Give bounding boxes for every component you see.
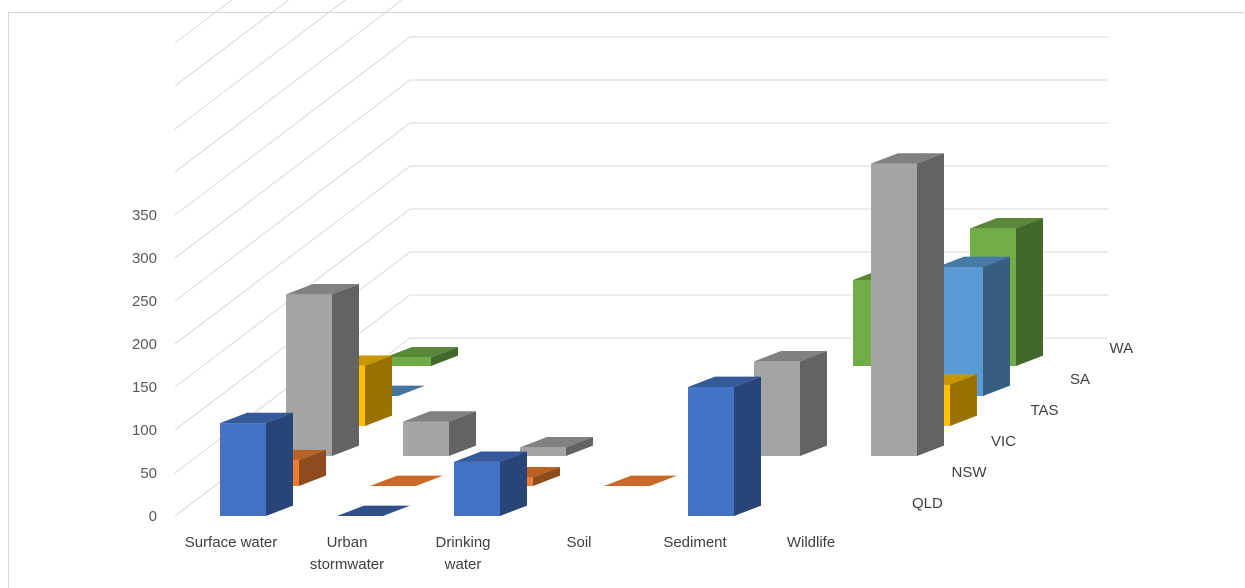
bar-top: [970, 218, 1043, 229]
gridline-side: [174, 0, 403, 173]
bar-front: [220, 423, 266, 516]
bar-qld-0: [220, 412, 293, 516]
bar-side: [266, 412, 293, 516]
series-label-qld: QLD: [912, 495, 943, 512]
y-tick-label: 50: [140, 465, 157, 482]
x-axis-labels: Surface water Urban stormwater Drinking wate…: [185, 534, 835, 573]
bar-front: [688, 387, 734, 516]
bar-qld-1: [337, 505, 410, 516]
series-label-nsw: NSW: [952, 464, 988, 481]
bar-vic-0: [286, 283, 359, 456]
x-tick-label: Drinking: [435, 534, 490, 551]
bar-qld-2: [454, 451, 527, 516]
bar-top: [520, 437, 593, 448]
series-label-sa: SA: [1070, 371, 1090, 388]
gridline-side: [174, 122, 411, 302]
gridlines: 0 50 100 150 200 250 300 350: [132, 0, 1108, 525]
y-tick-label: 350: [132, 207, 157, 224]
y-tick-label: 200: [132, 336, 157, 353]
x-tick-label: Surface water: [185, 534, 278, 551]
gridline-side: [174, 0, 347, 130]
bar-flat: [604, 475, 677, 486]
gridline-side: [174, 36, 411, 216]
bar-front: [871, 163, 917, 456]
bar-side: [950, 374, 977, 426]
bar-flat: [337, 505, 410, 516]
x-tick-label: Sediment: [663, 534, 727, 551]
bar-side: [299, 449, 326, 486]
gridline-side: [174, 0, 233, 44]
bar-top: [688, 376, 761, 387]
bar-side: [449, 411, 476, 456]
bar-side: [800, 351, 827, 456]
y-tick-label: 100: [132, 422, 157, 439]
chart-frame: [8, 12, 1244, 588]
gridline-side: [174, 165, 411, 345]
bar-top: [385, 347, 458, 358]
bar-top: [403, 411, 476, 422]
bar-side: [365, 355, 392, 426]
gridline-side: [174, 79, 411, 259]
bar-top: [754, 351, 827, 362]
bar-side: [332, 283, 359, 456]
bar-nsw-3: [604, 475, 677, 486]
bar-side: [983, 256, 1010, 396]
bar-qld-4: [688, 376, 761, 516]
bar-vic-4: [754, 351, 827, 456]
bar-front: [754, 361, 800, 456]
bar-top: [871, 153, 944, 164]
bar-front: [520, 447, 566, 456]
x-tick-label: Soil: [566, 534, 591, 551]
x-tick-label: Wildlife: [787, 534, 835, 551]
bar-flat: [370, 475, 443, 486]
bar-front: [403, 421, 449, 456]
bar-vic-1: [403, 411, 476, 456]
bars: [220, 153, 1043, 516]
y-tick-label: 0: [149, 508, 157, 525]
bar-side: [917, 153, 944, 457]
bar-nsw-1: [370, 475, 443, 486]
series-label-wa: WA: [1110, 340, 1134, 357]
bar-side: [1016, 218, 1043, 366]
series-label-tas: TAS: [1031, 402, 1059, 419]
x-tick-label: stormwater: [310, 556, 384, 573]
gridline-side: [174, 0, 290, 87]
series-label-vic: VIC: [991, 433, 1016, 450]
bar-side: [533, 467, 560, 486]
bar-front: [385, 357, 431, 366]
x-tick-label: Urban: [327, 534, 368, 551]
y-tick-label: 300: [132, 250, 157, 267]
bar-top: [220, 412, 293, 424]
bar-vic-2: [520, 437, 593, 456]
y-tick-label: 250: [132, 293, 157, 310]
bar-top: [286, 283, 359, 295]
bar-side: [566, 437, 593, 456]
bar-side: [500, 451, 527, 516]
bar-top: [454, 451, 527, 462]
bar-side: [431, 347, 458, 366]
bar-top: [937, 256, 1010, 267]
bar-side: [734, 376, 761, 516]
bar-front: [454, 461, 500, 516]
bar-vic-5: [871, 153, 944, 457]
bar-front: [286, 294, 332, 456]
x-tick-label: water: [444, 556, 482, 573]
y-tick-label: 150: [132, 379, 157, 396]
bar-wa-0: [385, 347, 458, 366]
